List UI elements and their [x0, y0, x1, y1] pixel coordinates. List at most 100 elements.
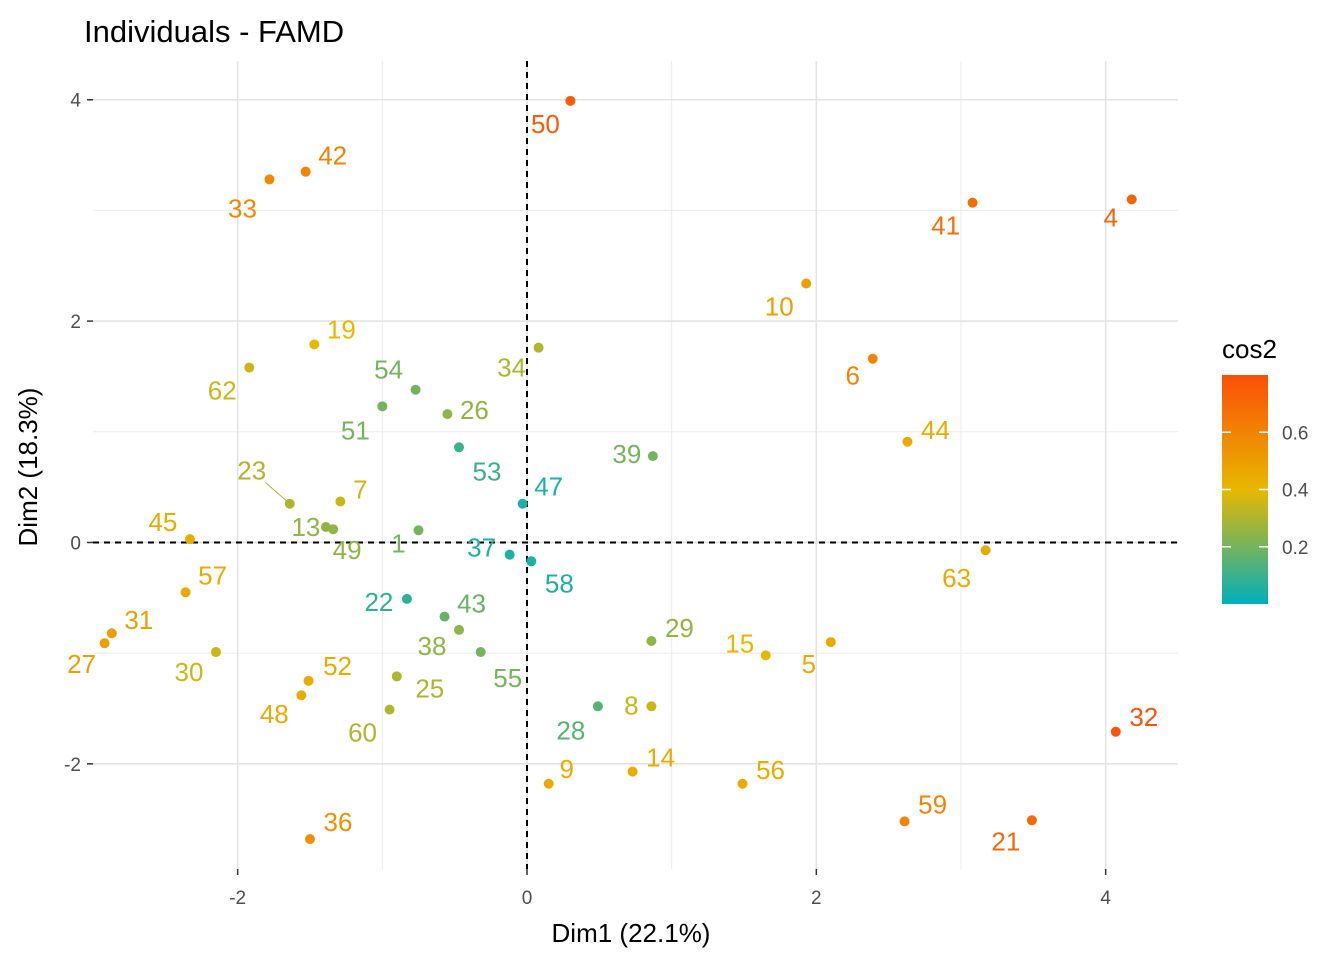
point-label-53: 53 [473, 456, 502, 486]
point-52 [303, 675, 314, 686]
point-26 [442, 409, 453, 420]
point-57 [180, 587, 191, 598]
point-14 [627, 766, 638, 777]
point-59 [899, 816, 910, 827]
point-10 [801, 278, 812, 289]
point-30 [210, 647, 221, 658]
point-label-59: 59 [918, 789, 947, 819]
point-29 [646, 635, 657, 646]
legend-tick-label: 0.4 [1282, 481, 1309, 502]
point-label-4: 4 [1103, 202, 1117, 232]
legend-title: cos2 [1222, 334, 1277, 364]
y-tick-label: 4 [70, 91, 81, 112]
point-label-32: 32 [1129, 702, 1158, 732]
point-15 [760, 650, 771, 661]
point-39 [647, 451, 658, 462]
axes: -2 0 2 4 -2 0 2 4 [64, 91, 1111, 909]
y-axis-label: Dim2 (18.3%) [13, 388, 43, 547]
point-label-33: 33 [228, 193, 257, 223]
point-label-7: 7 [353, 475, 367, 505]
point-51 [377, 401, 388, 412]
point-58 [526, 556, 537, 567]
point-37 [504, 549, 515, 560]
point-6 [867, 353, 878, 364]
point-label-1: 1 [391, 528, 405, 558]
point-label-13: 13 [291, 512, 320, 542]
point-label-48: 48 [260, 699, 289, 729]
point-42 [300, 166, 311, 177]
point-1 [413, 525, 424, 536]
point-5 [825, 637, 836, 648]
points [99, 95, 1137, 845]
point-label-29: 29 [665, 613, 694, 643]
point-25 [391, 671, 402, 682]
point-label-34: 34 [497, 353, 526, 383]
point-label-52: 52 [323, 651, 352, 681]
point-label-54: 54 [374, 355, 403, 385]
point-label-39: 39 [612, 439, 641, 469]
point-label-15: 15 [725, 628, 754, 658]
point-23 [284, 498, 295, 509]
point-label-36: 36 [324, 807, 353, 837]
point-label-47: 47 [534, 472, 563, 502]
point-32 [1110, 726, 1121, 737]
point-label-62: 62 [208, 376, 237, 406]
point-label-51: 51 [341, 415, 370, 445]
point-50 [565, 95, 576, 106]
point-48 [296, 690, 307, 701]
point-63 [980, 545, 991, 556]
y-tick-label: -2 [64, 755, 81, 776]
point-54 [410, 384, 421, 395]
x-tick-label: 2 [811, 888, 822, 909]
point-62 [244, 362, 255, 373]
point-label-25: 25 [415, 673, 444, 703]
point-45 [184, 534, 195, 545]
y-tick-label: 2 [70, 312, 81, 333]
point-label-23: 23 [237, 456, 266, 486]
point-44 [902, 436, 913, 447]
point-label-14: 14 [646, 743, 675, 773]
point-label-44: 44 [921, 415, 950, 445]
point-label-50: 50 [531, 109, 560, 139]
y-tick-label: 0 [70, 533, 81, 554]
point-4 [1126, 194, 1137, 205]
point-43 [439, 611, 450, 622]
point-53 [454, 442, 465, 453]
point-19 [309, 339, 320, 350]
legend-tick-label: 0.2 [1282, 538, 1308, 559]
point-60 [384, 704, 395, 715]
point-label-21: 21 [991, 826, 1020, 856]
point-label-22: 22 [364, 587, 393, 617]
point-label-58: 58 [545, 568, 574, 598]
point-label-45: 45 [148, 507, 177, 537]
point-27 [99, 638, 110, 649]
x-axis-label: Dim1 (22.1%) [552, 918, 711, 948]
point-28 [592, 701, 603, 712]
point-label-5: 5 [802, 649, 816, 679]
point-49 [328, 524, 339, 535]
point-label-30: 30 [175, 657, 204, 687]
point-label-38: 38 [418, 631, 447, 661]
legend: cos2 0.2 0.4 0.6 [1222, 334, 1309, 604]
point-55 [475, 647, 486, 658]
point-36 [305, 834, 315, 845]
point-label-41: 41 [931, 211, 960, 241]
legend-tick-label: 0.6 [1282, 423, 1308, 444]
point-41 [967, 197, 978, 208]
point-label-42: 42 [318, 141, 347, 171]
point-8 [646, 701, 657, 712]
point-31 [106, 628, 117, 639]
point-47 [517, 498, 528, 509]
reference-lines [93, 61, 1178, 869]
point-33 [264, 174, 275, 185]
point-label-9: 9 [559, 754, 573, 784]
point-label-57: 57 [198, 560, 227, 590]
point-9 [543, 778, 554, 789]
point-label-6: 6 [846, 361, 860, 391]
point-label-8: 8 [624, 690, 638, 720]
point-38 [454, 624, 465, 635]
point-label-55: 55 [493, 663, 522, 693]
point-34 [533, 342, 544, 353]
